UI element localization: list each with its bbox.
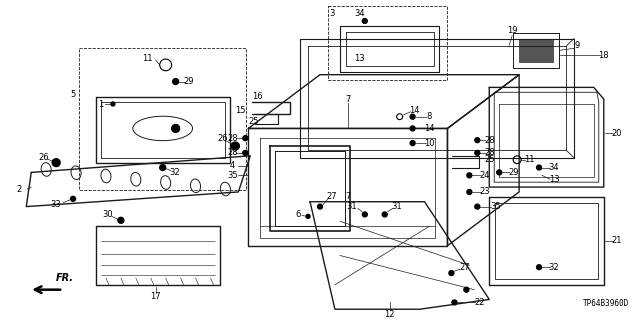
Circle shape bbox=[467, 189, 472, 194]
Circle shape bbox=[475, 150, 480, 155]
Circle shape bbox=[111, 102, 115, 106]
Text: 28: 28 bbox=[227, 134, 237, 143]
Text: 15: 15 bbox=[235, 106, 246, 115]
Text: 32: 32 bbox=[170, 168, 180, 177]
Text: 27: 27 bbox=[326, 192, 337, 201]
Text: 22: 22 bbox=[474, 298, 484, 307]
Text: 34: 34 bbox=[355, 9, 365, 18]
Text: 28: 28 bbox=[484, 148, 495, 157]
Circle shape bbox=[464, 287, 469, 292]
Circle shape bbox=[118, 217, 124, 223]
Text: 25: 25 bbox=[248, 117, 259, 126]
Text: 1: 1 bbox=[99, 100, 104, 108]
Text: 14: 14 bbox=[424, 124, 435, 133]
Circle shape bbox=[243, 136, 248, 141]
Text: 12: 12 bbox=[385, 310, 395, 319]
Circle shape bbox=[467, 173, 472, 178]
Text: 13: 13 bbox=[548, 175, 559, 184]
Text: 7: 7 bbox=[345, 192, 351, 201]
Bar bbox=[519, 38, 553, 62]
Circle shape bbox=[306, 214, 310, 218]
Bar bbox=[328, 6, 447, 80]
Circle shape bbox=[173, 79, 179, 84]
Text: 21: 21 bbox=[611, 236, 622, 245]
Circle shape bbox=[382, 212, 387, 217]
Circle shape bbox=[449, 271, 454, 276]
Circle shape bbox=[452, 300, 457, 305]
Circle shape bbox=[52, 159, 60, 166]
Text: 28: 28 bbox=[227, 148, 237, 157]
Circle shape bbox=[160, 164, 166, 171]
Text: 35: 35 bbox=[490, 202, 500, 211]
Text: 29: 29 bbox=[508, 168, 518, 177]
Text: 4: 4 bbox=[230, 161, 235, 170]
Circle shape bbox=[243, 150, 248, 155]
Text: 20: 20 bbox=[611, 129, 622, 138]
Circle shape bbox=[497, 170, 502, 175]
Text: 26: 26 bbox=[38, 153, 49, 162]
Text: TP64B3960D: TP64B3960D bbox=[582, 299, 628, 308]
Text: 33: 33 bbox=[51, 200, 61, 209]
Bar bbox=[79, 48, 246, 190]
Text: 5: 5 bbox=[70, 90, 76, 99]
Circle shape bbox=[232, 142, 239, 150]
Text: 19: 19 bbox=[507, 26, 517, 35]
Circle shape bbox=[172, 124, 180, 132]
Circle shape bbox=[70, 196, 76, 201]
Text: 27: 27 bbox=[459, 263, 470, 272]
Text: 16: 16 bbox=[252, 92, 262, 101]
Circle shape bbox=[410, 114, 415, 119]
Circle shape bbox=[362, 212, 367, 217]
Text: 9: 9 bbox=[574, 41, 579, 50]
Text: 11: 11 bbox=[524, 155, 534, 164]
Text: 23: 23 bbox=[479, 188, 490, 196]
Text: 11: 11 bbox=[143, 53, 153, 63]
Text: 26: 26 bbox=[217, 134, 228, 143]
Circle shape bbox=[475, 204, 480, 209]
Text: 31: 31 bbox=[346, 202, 357, 211]
Text: 14: 14 bbox=[410, 106, 420, 115]
Text: 18: 18 bbox=[598, 51, 609, 60]
Text: 17: 17 bbox=[150, 292, 161, 301]
Text: 34: 34 bbox=[548, 163, 559, 172]
Text: 28: 28 bbox=[484, 136, 495, 145]
Text: 24: 24 bbox=[479, 171, 490, 180]
Circle shape bbox=[410, 126, 415, 131]
Text: 10: 10 bbox=[424, 139, 435, 148]
Circle shape bbox=[536, 265, 541, 270]
Text: 3: 3 bbox=[329, 9, 335, 18]
Circle shape bbox=[536, 165, 541, 170]
Circle shape bbox=[410, 141, 415, 146]
Text: 25: 25 bbox=[484, 155, 495, 164]
Text: 6: 6 bbox=[296, 210, 301, 219]
Circle shape bbox=[475, 138, 480, 143]
Text: 2: 2 bbox=[17, 185, 22, 194]
Text: 29: 29 bbox=[183, 77, 194, 86]
Text: FR.: FR. bbox=[56, 273, 74, 283]
Text: 7: 7 bbox=[345, 95, 351, 104]
Text: 30: 30 bbox=[102, 210, 113, 219]
Circle shape bbox=[362, 19, 367, 23]
Text: 13: 13 bbox=[355, 53, 365, 63]
Circle shape bbox=[317, 204, 323, 209]
Text: 35: 35 bbox=[227, 171, 237, 180]
Text: 32: 32 bbox=[548, 263, 559, 272]
Text: 8: 8 bbox=[427, 112, 432, 121]
Text: 31: 31 bbox=[391, 202, 402, 211]
